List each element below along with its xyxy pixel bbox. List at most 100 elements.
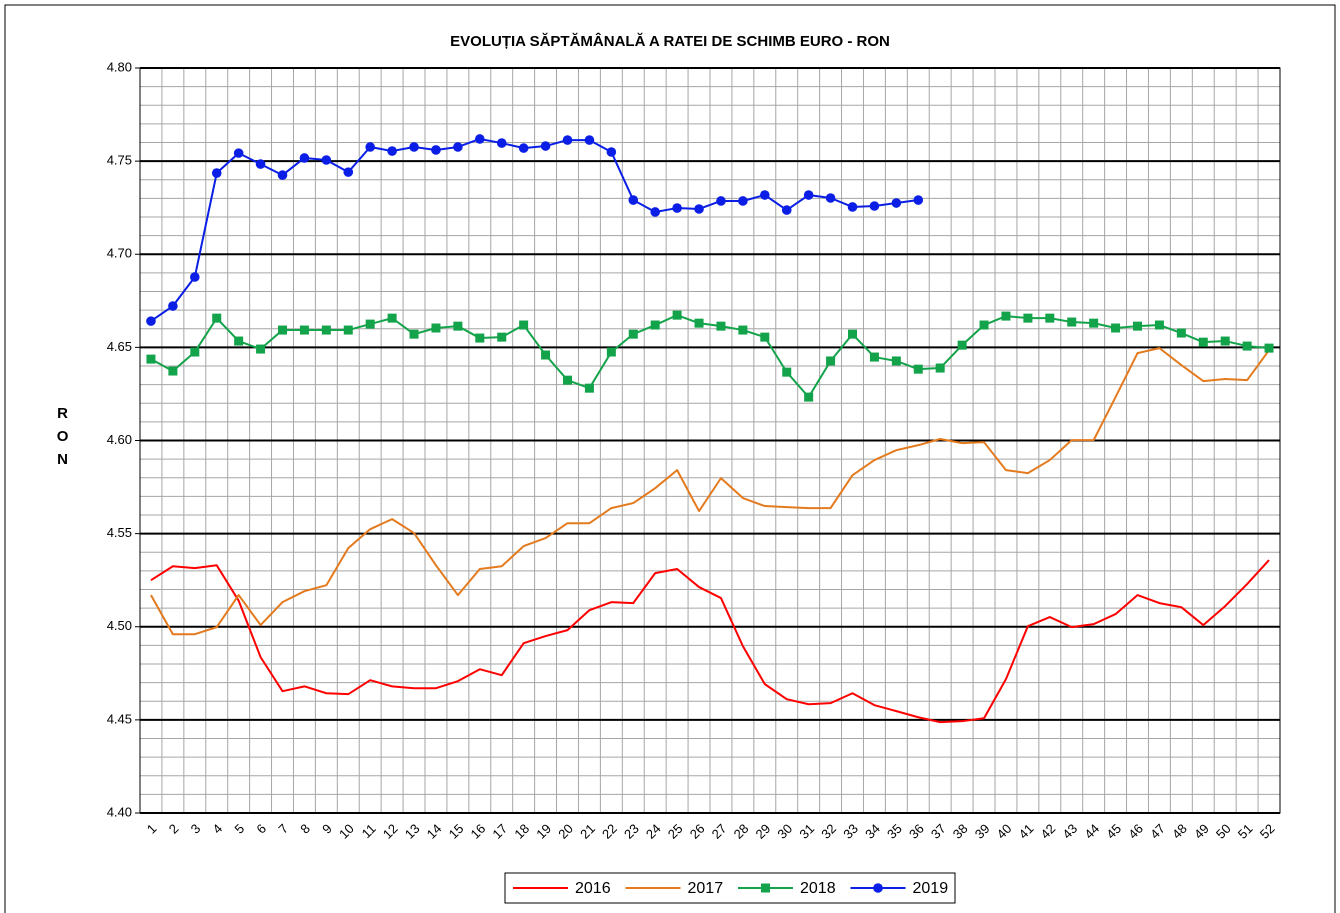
y-tick-label: 4.75 [107, 153, 132, 168]
square-marker [1045, 313, 1055, 323]
legend: 2016 2017 2018 2019 [504, 872, 956, 904]
square-marker [584, 383, 594, 393]
square-marker [321, 325, 331, 335]
circle-marker [913, 195, 924, 205]
square-marker [760, 332, 770, 342]
square-marker [1023, 313, 1033, 323]
square-marker [1154, 320, 1164, 330]
plot-border [139, 67, 1281, 814]
square-marker [409, 329, 419, 339]
square-marker [1264, 343, 1274, 353]
circle-marker [584, 135, 595, 145]
square-marker [891, 356, 901, 366]
circle-marker [299, 153, 310, 163]
circle-marker [825, 193, 836, 203]
series-line [150, 347, 1270, 636]
square-marker [299, 325, 309, 335]
circle-marker [387, 146, 397, 156]
square-marker [1220, 336, 1230, 346]
circle-marker [255, 159, 266, 169]
square-marker [519, 320, 529, 330]
legend-label: 2017 [688, 880, 724, 897]
legend-label: 2016 [575, 880, 611, 897]
square-marker [563, 375, 572, 385]
square-marker [168, 366, 178, 376]
square-marker [782, 367, 792, 377]
square-marker [278, 325, 287, 335]
square-marker [1133, 321, 1142, 331]
chart-title: EVOLUȚIA SĂPTĂMÂNALĂ A RATEI DE SCHIMB E… [450, 32, 890, 50]
circle-marker [277, 170, 288, 180]
circle-marker [672, 203, 682, 213]
square-marker [387, 313, 397, 323]
y-tick-label: 4.55 [107, 525, 132, 540]
square-marker [365, 319, 375, 329]
square-marker [343, 325, 353, 335]
square-marker [650, 320, 660, 330]
circle-marker [146, 316, 156, 326]
circle-marker [694, 204, 704, 214]
square-marker [672, 310, 682, 320]
square-marker [716, 321, 726, 331]
square-marker [1001, 311, 1011, 321]
square-marker [146, 354, 156, 364]
square-marker [694, 318, 704, 328]
square-marker [606, 347, 616, 357]
y-tick-label: 4.70 [107, 246, 132, 261]
square-marker [804, 392, 814, 402]
square-marker [1089, 318, 1099, 328]
square-marker [1198, 337, 1208, 347]
circle-marker [518, 143, 529, 153]
square-marker [497, 332, 507, 342]
square-marker [628, 329, 638, 339]
square-marker [190, 347, 200, 357]
circle-marker [562, 135, 573, 145]
circle-marker [409, 142, 419, 152]
y-axis-label: RON [54, 405, 71, 474]
square-marker [475, 333, 485, 343]
square-marker [848, 329, 857, 339]
square-marker [979, 320, 989, 330]
plot-area: 4.404.454.504.554.604.654.704.754.801 2 3 4… [107, 59, 1281, 842]
square-marker [431, 323, 441, 333]
square-marker [826, 356, 836, 366]
square-marker [234, 336, 244, 346]
circle-marker [760, 190, 770, 200]
series-line [150, 559, 1270, 724]
square-marker [1242, 341, 1252, 351]
square-marker [453, 321, 463, 331]
circle-marker [628, 195, 639, 205]
square-marker [212, 313, 222, 323]
square-marker [913, 364, 923, 374]
square-marker [957, 340, 967, 350]
circle-marker [650, 207, 660, 217]
square-marker [1111, 323, 1121, 333]
circle-marker [365, 142, 375, 152]
legend-label: 2019 [913, 880, 949, 897]
circle-marker [233, 148, 244, 158]
legend-label: 2018 [800, 880, 836, 897]
y-tick-label: 4.65 [107, 339, 132, 354]
circle-marker [738, 196, 748, 206]
circle-marker [321, 155, 332, 165]
circle-marker [540, 141, 551, 151]
circle-marker [873, 883, 883, 893]
square-marker [256, 344, 266, 354]
circle-marker [431, 145, 441, 155]
square-marker [1176, 328, 1186, 338]
y-tick-label: 4.50 [107, 618, 132, 633]
square-marker [935, 363, 945, 373]
circle-marker [168, 301, 178, 311]
y-tick-label: 4.60 [107, 432, 132, 447]
circle-marker [803, 190, 814, 200]
square-marker [738, 325, 748, 335]
circle-marker [847, 202, 858, 212]
circle-marker [475, 134, 485, 144]
circle-marker [781, 205, 792, 215]
circle-marker [716, 196, 726, 206]
circle-marker [496, 138, 507, 148]
y-tick-label: 4.40 [107, 804, 132, 819]
circle-marker [606, 147, 617, 157]
